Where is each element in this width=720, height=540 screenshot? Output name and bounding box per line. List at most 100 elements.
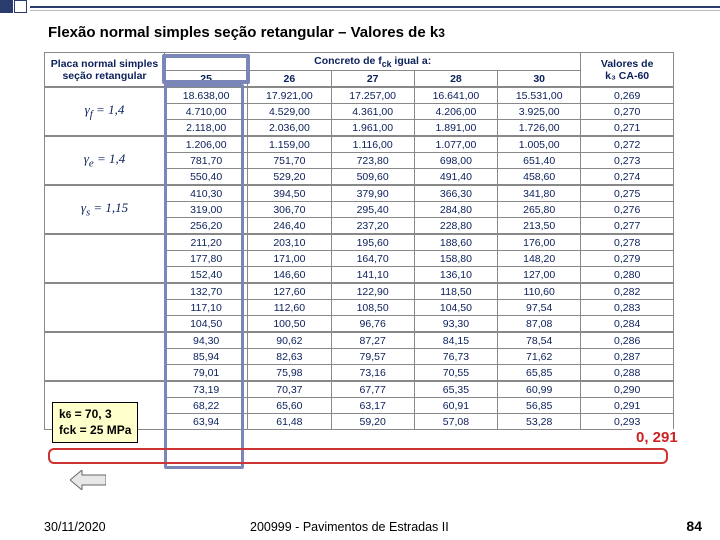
table-cell: 237,20 (331, 218, 414, 235)
row-group-label: γs = 1,15 (45, 185, 165, 234)
table-cell: 104,50 (165, 316, 248, 333)
table-cell: 82,63 (248, 349, 331, 365)
table-cell: 228,80 (414, 218, 497, 235)
col-header: 28 (414, 71, 497, 88)
table-row: γs = 1,15410,30394,50379,90366,30341,800… (45, 185, 674, 202)
table-cell: 76,73 (414, 349, 497, 365)
table-cell: 1.961,00 (331, 120, 414, 137)
table-cell: 127,60 (248, 283, 331, 300)
table-cell: 78,54 (498, 332, 581, 349)
table-cell: 211,20 (165, 234, 248, 251)
table-cell: 75,98 (248, 365, 331, 382)
table-cell: 651,40 (498, 153, 581, 169)
table-cell: 1.159,00 (248, 136, 331, 153)
table-cell: 63,94 (165, 414, 248, 430)
table-cell: 4.361,00 (331, 104, 414, 120)
table-cell: 53,28 (498, 414, 581, 430)
header-mid: Concreto de fck igual a: (165, 53, 581, 71)
table-row: 132,70127,60122,90118,50110,600,282 (45, 283, 674, 300)
table-row: γf = 1,418.638,0017.921,0017.257,0016.64… (45, 87, 674, 104)
table-cell: 73,19 (165, 381, 248, 398)
table-cell: 0,269 (581, 87, 674, 104)
table-cell: 0,291 (581, 398, 674, 414)
table-cell: 87,08 (498, 316, 581, 333)
table-row: 211,20203,10195,60188,60176,000,278 (45, 234, 674, 251)
table-cell: 1.005,00 (498, 136, 581, 153)
row-group-label (45, 234, 165, 283)
table-cell: 2.118,00 (165, 120, 248, 137)
table-cell: 141,10 (331, 267, 414, 284)
table-cell: 132,70 (165, 283, 248, 300)
table-cell: 70,37 (248, 381, 331, 398)
table-cell: 57,08 (414, 414, 497, 430)
table-cell: 171,00 (248, 251, 331, 267)
row-group-label: γe = 1,4 (45, 136, 165, 185)
table-cell: 4.529,00 (248, 104, 331, 120)
table-cell: 0,282 (581, 283, 674, 300)
table-cell: 90,62 (248, 332, 331, 349)
table-cell: 100,50 (248, 316, 331, 333)
row-k3-0291-highlight (48, 448, 668, 464)
table-cell: 0,284 (581, 316, 674, 333)
table-cell: 2.036,00 (248, 120, 331, 137)
table-cell: 751,70 (248, 153, 331, 169)
table-cell: 16.641,00 (414, 87, 497, 104)
table-cell: 152,40 (165, 267, 248, 284)
table-cell: 0,278 (581, 234, 674, 251)
table-cell: 509,60 (331, 169, 414, 186)
table-cell: 0,276 (581, 202, 674, 218)
table-row: 94,3090,6287,2784,1578,540,286 (45, 332, 674, 349)
table-cell: 15.531,00 (498, 87, 581, 104)
table-cell: 17.921,00 (248, 87, 331, 104)
table-cell: 94,30 (165, 332, 248, 349)
table-cell: 458,60 (498, 169, 581, 186)
footer-page: 84 (686, 518, 702, 534)
table-cell: 284,80 (414, 202, 497, 218)
table-cell: 0,273 (581, 153, 674, 169)
table-cell: 176,00 (498, 234, 581, 251)
col-header: 30 (498, 71, 581, 88)
table-cell: 3.925,00 (498, 104, 581, 120)
table-cell: 319,00 (165, 202, 248, 218)
table-cell: 65,60 (248, 398, 331, 414)
table-cell: 698,00 (414, 153, 497, 169)
table-cell: 0,271 (581, 120, 674, 137)
col-header: 25 (165, 71, 248, 88)
table-cell: 117,10 (165, 300, 248, 316)
table-cell: 136,10 (414, 267, 497, 284)
table-cell: 0,277 (581, 218, 674, 235)
table-cell: 60,99 (498, 381, 581, 398)
back-arrow-button[interactable] (70, 470, 106, 490)
table-cell: 1.891,00 (414, 120, 497, 137)
title-sub: 3 (438, 26, 445, 40)
table-cell: 65,85 (498, 365, 581, 382)
table-cell: 246,40 (248, 218, 331, 235)
table-row: 73,1970,3767,7765,3560,990,290 (45, 381, 674, 398)
table-cell: 379,90 (331, 185, 414, 202)
table-cell: 70,55 (414, 365, 497, 382)
footer-course: 200999 - Pavimentos de Estradas II (250, 520, 449, 534)
col-header: 26 (248, 71, 331, 88)
slide-title: Flexão normal simples seção retangular –… (48, 24, 445, 41)
table-cell: 0,270 (581, 104, 674, 120)
table-cell: 112,60 (248, 300, 331, 316)
header-left: Placa normal simples seção retangular (45, 53, 165, 88)
table-cell: 127,00 (498, 267, 581, 284)
table-cell: 195,60 (331, 234, 414, 251)
table-cell: 265,80 (498, 202, 581, 218)
table-cell: 0,283 (581, 300, 674, 316)
table-cell: 0,275 (581, 185, 674, 202)
parameters-box: k6 = 70, 3 fck = 25 MPa (52, 402, 138, 443)
table-cell: 146,60 (248, 267, 331, 284)
table-cell: 68,22 (165, 398, 248, 414)
result-value: 0, 291 (632, 429, 682, 446)
table-cell: 67,77 (331, 381, 414, 398)
table-cell: 188,60 (414, 234, 497, 251)
table-cell: 410,30 (165, 185, 248, 202)
table-cell: 85,94 (165, 349, 248, 365)
table-row: γe = 1,41.206,001.159,001.116,001.077,00… (45, 136, 674, 153)
table-cell: 79,01 (165, 365, 248, 382)
header-right: Valores de k₃ CA-60 (581, 53, 674, 88)
table-cell: 4.710,00 (165, 104, 248, 120)
table-cell: 0,279 (581, 251, 674, 267)
